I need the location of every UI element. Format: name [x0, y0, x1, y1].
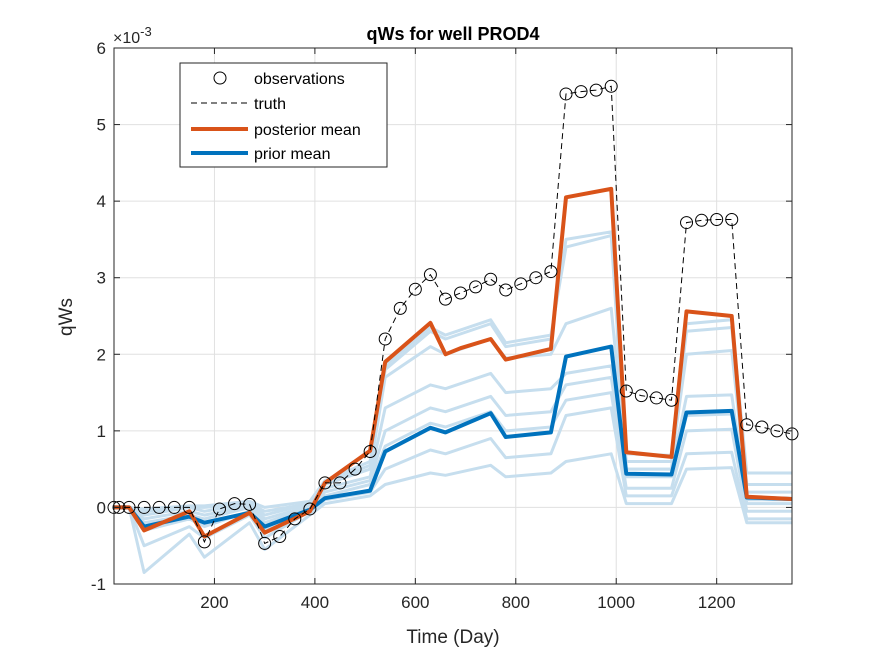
y-tick-label: 6 [97, 39, 106, 58]
observation-marker [604, 79, 618, 93]
y-exponent-label: ×10-3 [113, 24, 152, 47]
x-tick-label: 600 [401, 593, 429, 612]
x-axis-label: Time (Day) [406, 627, 499, 648]
legend-entry-observations: observations [213, 71, 345, 88]
observation-marker [243, 497, 257, 511]
observation-marker [137, 500, 151, 514]
observation-marker [318, 476, 332, 490]
observations-series [107, 79, 799, 550]
axes-box [113, 47, 793, 585]
observation-marker [228, 497, 242, 511]
x-tick-label: 200 [200, 593, 228, 612]
y-tick-label: 3 [97, 269, 106, 288]
observation-marker [423, 268, 437, 282]
y-tick-labels: -1 0 1 2 3 4 5 6 [91, 39, 106, 594]
chart-title: qWs for well PROD4 [366, 24, 539, 44]
y-tick-label: 1 [97, 422, 106, 441]
observation-marker [695, 213, 709, 227]
observation-marker [152, 500, 166, 514]
y-axis-label: qWs [56, 298, 77, 336]
observation-marker [333, 476, 347, 490]
x-tick-label: 1000 [597, 593, 635, 612]
y-tick-label: 5 [97, 116, 106, 135]
axis-ticks [114, 47, 792, 585]
ensemble-line-0 [114, 452, 792, 574]
observation-marker [634, 389, 648, 403]
legend-entry-posterior-mean: posterior mean [191, 122, 361, 139]
observation-marker [273, 530, 287, 544]
x-tick-label: 400 [301, 593, 329, 612]
observation-marker [303, 502, 317, 516]
observation-marker [122, 500, 136, 514]
observation-marker [770, 424, 784, 438]
observation-marker [438, 292, 452, 306]
legend-label-truth: truth [254, 96, 286, 113]
observation-marker [680, 216, 694, 230]
observation-marker [514, 277, 528, 291]
observation-marker [469, 280, 483, 294]
observation-marker [574, 85, 588, 99]
x-tick-label: 1200 [698, 593, 736, 612]
observation-marker [393, 301, 407, 315]
legend-label-observations: observations [254, 71, 345, 88]
observation-marker [348, 462, 362, 476]
legend-observations-marker [213, 71, 227, 85]
observation-marker [589, 83, 603, 97]
observation-marker [499, 283, 513, 297]
y-tick-label: 0 [97, 498, 106, 517]
observation-marker [258, 536, 272, 550]
legend-label-posterior-mean: posterior mean [254, 122, 361, 139]
legend-entry-truth: truth [191, 96, 286, 113]
observation-marker [664, 393, 678, 407]
observation-marker [408, 282, 422, 296]
observation-marker [484, 272, 498, 286]
observation-marker [454, 286, 468, 300]
y-tick-label: 4 [97, 192, 106, 211]
observation-marker [710, 213, 724, 227]
observation-marker [378, 332, 392, 346]
observation-marker [288, 512, 302, 526]
y-tick-label: 2 [97, 345, 106, 364]
observation-marker [740, 418, 754, 432]
x-tick-label: 800 [502, 593, 530, 612]
observation-marker [112, 500, 126, 514]
observation-marker [725, 213, 739, 227]
legend-label-prior-mean: prior mean [254, 146, 330, 163]
legend-entry-prior-mean: prior mean [191, 146, 330, 163]
truth-line [114, 85, 793, 545]
observation-marker [559, 87, 573, 101]
posterior-mean-series [114, 186, 793, 539]
observation-marker [649, 391, 663, 405]
observation-marker [167, 500, 181, 514]
observation-marker [197, 535, 211, 549]
observation-marker [363, 445, 377, 459]
prior-mean-series [114, 344, 793, 529]
legend: observations truth posterior mean prior … [179, 62, 388, 168]
observation-marker [755, 420, 769, 434]
observation-marker [529, 271, 543, 285]
truth-series [114, 85, 793, 545]
x-tick-labels: 200 400 600 800 1000 1200 [200, 593, 735, 612]
prior-mean-line [114, 344, 793, 529]
observation-marker [212, 502, 226, 516]
ensemble-line-2 [114, 391, 792, 532]
posterior-mean-line [114, 186, 793, 539]
observation-marker [182, 500, 196, 514]
y-tick-label: -1 [91, 575, 106, 594]
observation-marker [619, 384, 633, 398]
observation-marker [544, 265, 558, 279]
